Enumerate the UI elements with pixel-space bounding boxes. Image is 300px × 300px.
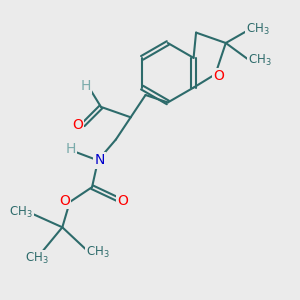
Text: CH$_3$: CH$_3$ xyxy=(85,245,109,260)
Text: O: O xyxy=(214,69,224,83)
Text: N: N xyxy=(94,153,105,167)
Text: O: O xyxy=(59,194,70,208)
Text: O: O xyxy=(117,194,128,208)
Text: CH$_3$: CH$_3$ xyxy=(248,53,271,68)
Text: H: H xyxy=(65,142,76,156)
Text: O: O xyxy=(72,118,83,132)
Text: CH$_3$: CH$_3$ xyxy=(10,205,33,220)
Text: CH$_3$: CH$_3$ xyxy=(246,22,270,37)
Text: CH$_3$: CH$_3$ xyxy=(25,251,49,266)
Text: H: H xyxy=(80,79,91,93)
